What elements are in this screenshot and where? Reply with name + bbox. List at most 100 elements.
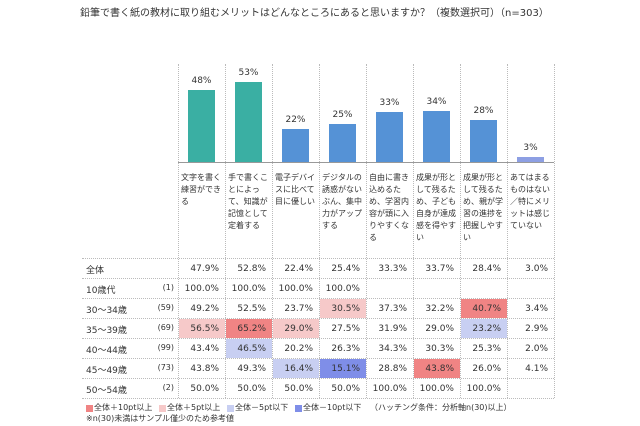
bar	[470, 119, 497, 162]
table-cell: 65.2%	[226, 319, 272, 338]
table-cell: 28.4%	[472, 264, 501, 274]
table-cell: 22.4%	[284, 264, 313, 274]
row-line	[82, 398, 554, 399]
value-label: 25%	[332, 110, 353, 121]
row-n: (99)	[157, 343, 174, 352]
legend-label: 全体＋10pt以上	[94, 403, 153, 412]
table-cell: 50.0%	[331, 384, 360, 394]
table-cell: 49.3%	[237, 364, 266, 374]
table-cell: 27.5%	[331, 324, 360, 334]
row-line	[82, 378, 554, 379]
table-cell: 15.1%	[320, 359, 366, 378]
table-cell: 29.0%	[273, 319, 319, 338]
separator	[413, 64, 414, 398]
category-label: 自由に書き込めるため、学習内容が頭に入りやすくなる	[369, 173, 409, 242]
category-label: 手で書くことによって、知識が記憶として定着する	[228, 173, 268, 230]
bar	[329, 124, 356, 162]
table-cell: 34.3%	[378, 344, 407, 354]
separator	[225, 64, 226, 398]
table-cell: 26.0%	[472, 364, 501, 374]
table-cell: 43.8%	[190, 364, 219, 374]
legend-swatch	[86, 405, 93, 412]
row-line	[82, 298, 554, 299]
legend-swatch	[295, 405, 302, 412]
table-cell: 33.3%	[378, 264, 407, 274]
separator	[366, 64, 367, 398]
separator	[272, 64, 273, 398]
table-cell: 32.2%	[425, 304, 454, 314]
row-n: (2)	[162, 383, 174, 392]
legend-swatch	[159, 405, 166, 412]
separator	[460, 64, 461, 398]
table-cell: 46.5%	[226, 339, 272, 358]
table-cell: 43.4%	[190, 344, 219, 354]
value-label: 48%	[191, 75, 212, 86]
category-label: 文字を書く練習ができる	[181, 173, 221, 206]
category-label: 成果が形として残るため、子ども自身が達成感を得やすい	[416, 173, 456, 242]
table-cell: 16.4%	[273, 359, 319, 378]
legend-label: 全体－5pt以下	[235, 403, 289, 412]
separator	[178, 64, 179, 398]
bar	[423, 110, 450, 162]
table-cell: 100.0%	[325, 284, 360, 294]
table-cell: 37.3%	[378, 304, 407, 314]
category-label: 電子デバイスに比べて目に優しい	[275, 173, 315, 206]
value-label: 53%	[238, 68, 259, 78]
legend-swatch	[227, 405, 234, 412]
table-cell: 23.7%	[284, 304, 313, 314]
table-cell: 40.7%	[461, 299, 507, 318]
separator	[319, 64, 320, 398]
value-label: 33%	[379, 98, 400, 109]
legend-label: 全体＋5pt以上	[167, 403, 221, 412]
table-cell: 47.9%	[190, 264, 219, 274]
table-cell: 25.4%	[331, 264, 360, 274]
category-label: 成果が形として残るため、親が学習の進捗を把握しやすい	[463, 173, 503, 242]
row-label: 全体	[86, 266, 105, 276]
table-cell: 3.0%	[525, 264, 548, 274]
row-line	[82, 258, 554, 259]
row-label: 40～44歳	[86, 346, 127, 356]
row-label: 30～34歳	[86, 306, 127, 316]
value-label: 3%	[523, 143, 538, 154]
table-cell: 43.8%	[414, 359, 460, 378]
row-n: (1)	[162, 283, 174, 292]
table-cell: 50.0%	[237, 384, 266, 394]
table-cell: 4.1%	[525, 364, 548, 374]
condition: （ハッチング条件：分析軸n(30)以上）	[370, 403, 512, 412]
row-label: 35～39歳	[86, 326, 127, 336]
bar	[517, 157, 544, 162]
note: ※n(30)未満はサンプル僅少のため参考値	[86, 414, 234, 423]
table-cell: 56.5%	[179, 319, 225, 338]
category-label: デジタルの誘惑がないぶん、集中力がアップする	[322, 173, 362, 230]
table-cell: 26.3%	[331, 344, 360, 354]
legend-label: 全体－10pt以下	[303, 403, 362, 412]
category-label: あてはまるものはない／特にメリットは感じていない	[510, 173, 550, 230]
table-cell: 2.9%	[525, 324, 548, 334]
table-cell: 20.2%	[284, 344, 313, 354]
row-label: 50～54歳	[86, 386, 127, 396]
bar	[235, 82, 262, 162]
separator	[554, 64, 555, 398]
table-cell: 100.0%	[231, 284, 266, 294]
table-cell: 49.2%	[190, 304, 219, 314]
separator	[507, 64, 508, 398]
row-label: 10歳代	[86, 286, 116, 296]
row-line	[82, 338, 554, 339]
row-n: (59)	[157, 303, 174, 312]
row-line	[82, 318, 554, 319]
table-cell: 100.0%	[419, 384, 454, 394]
table-cell: 25.3%	[472, 344, 501, 354]
table-cell: 31.9%	[378, 324, 407, 334]
table-cell: 23.2%	[461, 319, 507, 338]
table-cell: 2.0%	[525, 344, 548, 354]
row-line	[82, 278, 554, 279]
table-cell: 30.3%	[425, 344, 454, 354]
table-cell: 29.0%	[425, 324, 454, 334]
table-cell: 52.8%	[237, 264, 266, 274]
table-cell: 33.7%	[425, 264, 454, 274]
table-cell: 100.0%	[278, 284, 313, 294]
table-cell: 52.5%	[237, 304, 266, 314]
table-cell: 30.5%	[320, 299, 366, 318]
table-cell: 28.8%	[378, 364, 407, 374]
